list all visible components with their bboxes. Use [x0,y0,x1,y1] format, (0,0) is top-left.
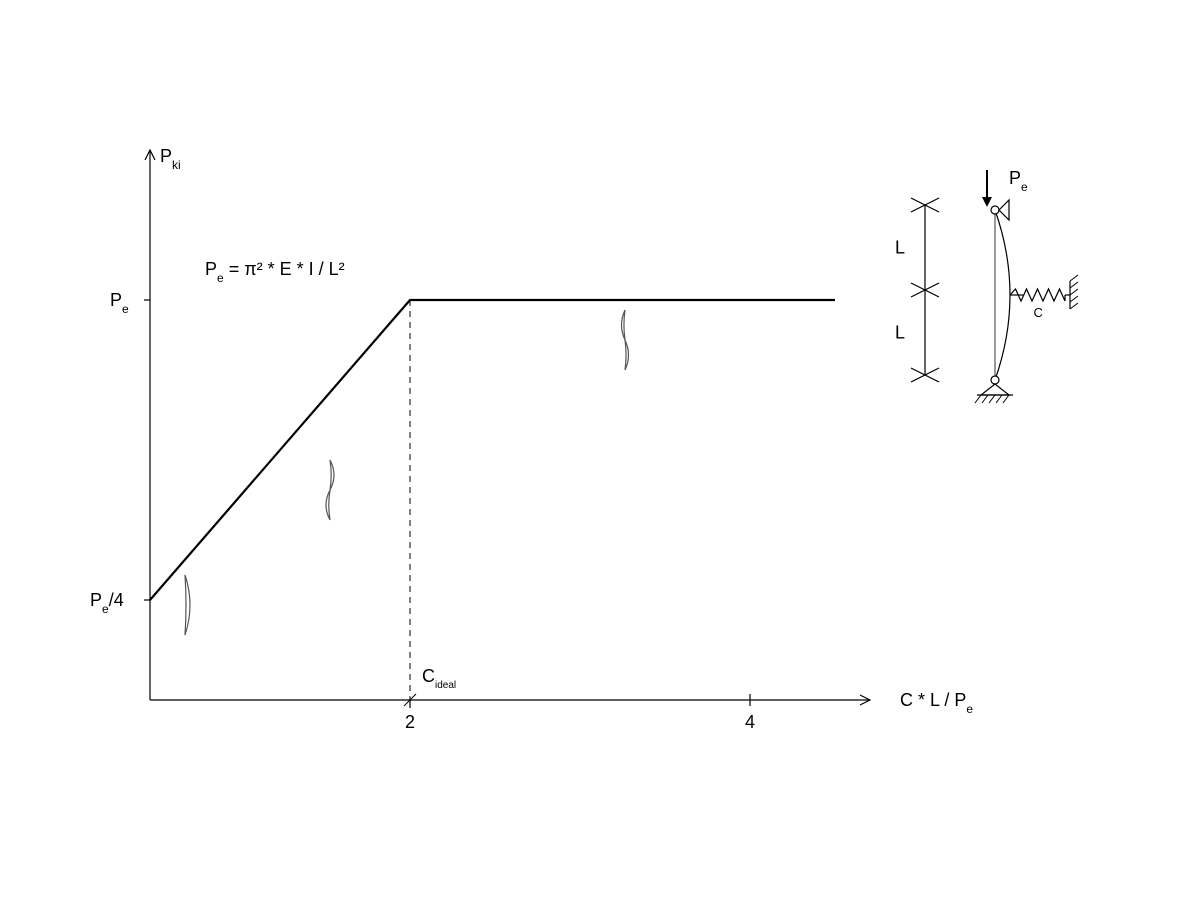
length-L-bot: L [895,323,905,343]
x-tick-2: 2 [405,712,415,732]
canvas-bg [0,0,1200,900]
spring-label: C [1034,305,1043,320]
top-pin-icon [991,206,999,214]
bottom-pin-icon [991,376,999,384]
x-tick-4: 4 [745,712,755,732]
length-L-top: L [895,238,905,258]
